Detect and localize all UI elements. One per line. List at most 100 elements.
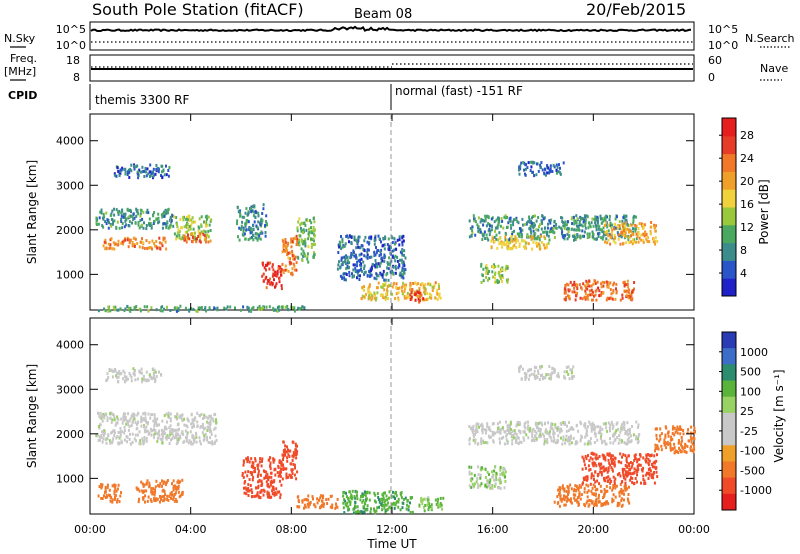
power-cell [583, 295, 586, 299]
power-cell [302, 249, 305, 253]
velocity-cell [628, 440, 631, 444]
velocity-cell [104, 496, 107, 499]
power-cell [138, 168, 141, 172]
power-cell [606, 285, 609, 289]
velocity-cell [641, 468, 643, 472]
velocity-cell [177, 440, 179, 444]
velocity-cell [169, 419, 172, 423]
velocity-cell [499, 481, 502, 485]
power-cell [352, 249, 355, 253]
power-cell [158, 241, 161, 245]
velocity-cell [142, 490, 145, 494]
velocity-cell [247, 487, 250, 490]
velocity-cell [421, 498, 424, 502]
power-cell [131, 221, 133, 225]
power-cell [473, 219, 476, 223]
velocity-cell [584, 504, 587, 508]
power-cell [182, 216, 185, 219]
velocity-cell [204, 432, 207, 436]
velocity-cell [162, 495, 165, 498]
power-cell [600, 221, 603, 225]
power-cell [304, 241, 307, 245]
velocity-cell [134, 378, 137, 382]
velocity-cell [497, 427, 499, 430]
velocity-cell [133, 373, 136, 377]
power-cell [653, 225, 656, 229]
power-cell [129, 238, 132, 242]
power-cell [257, 214, 260, 218]
power-cell [600, 293, 603, 297]
velocity-cell [528, 429, 531, 433]
power-cell [310, 237, 312, 241]
velocity-cell [468, 484, 471, 488]
velocity-cell [137, 500, 140, 504]
power-cell [424, 289, 427, 292]
power-cell [120, 214, 123, 218]
velocity-cell [479, 484, 482, 488]
velocity-cell [594, 425, 597, 429]
velocity-cell [262, 488, 265, 492]
velocity-cell [156, 439, 159, 443]
velocity-cell [613, 460, 616, 464]
power-cell [160, 213, 163, 217]
velocity-cell [109, 494, 112, 497]
power-cell [313, 220, 316, 224]
velocity-cell [144, 428, 147, 432]
power-cell [636, 234, 639, 238]
velocity-cell [611, 454, 614, 458]
power-cell [276, 306, 279, 309]
velocity-cell [581, 467, 584, 471]
velocity-cell [624, 430, 627, 433]
power-cell [226, 305, 229, 309]
power-cell [551, 230, 554, 234]
velocity-cell [172, 434, 175, 438]
velocity-cell [348, 490, 351, 494]
power-cell [128, 238, 131, 242]
power-cell [192, 238, 195, 242]
power-cell [483, 230, 486, 234]
power-cell [575, 283, 578, 287]
velocity-cell [327, 497, 330, 501]
velocity-cell [406, 503, 409, 507]
velocity-cell [593, 423, 595, 427]
power-cell [350, 241, 353, 244]
velocity-cell [506, 425, 509, 428]
power-cell [303, 306, 306, 310]
velocity-cell [154, 485, 157, 489]
power-cell [284, 244, 287, 248]
xtick-label: 00:00 [678, 523, 710, 536]
power-cell [373, 263, 376, 267]
power-cell [406, 295, 409, 299]
velocity-cell [394, 491, 397, 495]
power-cell [586, 283, 589, 287]
velocity-cell [153, 428, 156, 432]
power-cell [409, 285, 412, 289]
velocity-cell [281, 453, 284, 457]
power-cell [498, 220, 501, 224]
velocity-cell [353, 495, 356, 498]
power-cell [555, 163, 558, 167]
power-cell [633, 281, 636, 284]
power-cell [259, 221, 262, 225]
velocity-cell [607, 468, 610, 472]
power-cell [305, 218, 308, 222]
power-cell [516, 220, 519, 223]
velocity-cell [639, 463, 642, 467]
velocity-cell [627, 499, 630, 503]
velocity-cell [153, 368, 156, 372]
power-cell [593, 237, 596, 241]
velocity-cell [613, 479, 616, 483]
velocity-cell [506, 428, 509, 432]
power-cell [601, 291, 604, 295]
power-cell [477, 229, 480, 233]
power-cell [142, 169, 145, 173]
power-cell [487, 222, 490, 226]
power-cell [165, 164, 167, 168]
velocity-cell [257, 474, 260, 477]
velocity-cell [124, 379, 127, 383]
power-cell [310, 231, 313, 235]
power-cell [615, 291, 618, 295]
velocity-cell [499, 466, 502, 469]
velocity-cell [602, 465, 605, 469]
velocity-cell [183, 440, 186, 444]
